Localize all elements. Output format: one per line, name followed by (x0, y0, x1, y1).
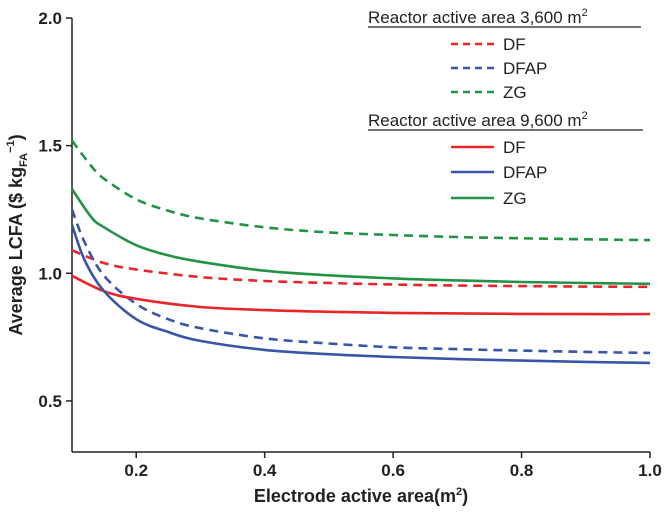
series-line-zg-3600-dashed (70, 139, 651, 242)
legend-heading-9600: Reactor active area 9,600 m2 (368, 110, 588, 130)
y-tick-label: 0.5 (38, 392, 62, 411)
x-tick-label: 0.2 (124, 461, 148, 480)
legend-label-3600-df: DF (503, 35, 526, 54)
y-tick-label: 2.0 (38, 9, 62, 28)
y-axis-ticks: 0.5 1.0 1.5 2.0 (38, 9, 72, 411)
legend-label-3600-dfap: DFAP (503, 59, 547, 78)
legend: Reactor active area 3,600 m2 DF DFAP ZG … (368, 7, 643, 208)
series-line-zg-9600-solid (70, 188, 651, 286)
legend-group-3600: Reactor active area 3,600 m2 DF DFAP ZG (368, 7, 641, 102)
x-tick-label: 0.6 (381, 461, 405, 480)
legend-label-9600-dfap: DFAP (503, 163, 547, 182)
series-layer (70, 139, 651, 365)
legend-label-3600-zg: ZG (503, 83, 527, 102)
series-line-df-3600-dashed (71, 249, 651, 289)
x-tick-label: 0.4 (253, 461, 277, 480)
x-tick-label: 1.0 (638, 461, 662, 480)
series-line-df-9600-solid (71, 274, 651, 316)
series-line-dfap-9600-solid (70, 224, 651, 365)
y-tick-label: 1.0 (38, 264, 62, 283)
y-axis-title: Average LCFA ($ kgFA−1) (5, 134, 30, 335)
legend-group-9600: Reactor active area 9,600 m2 DF DFAP ZG (368, 110, 643, 208)
legend-label-9600-zg: ZG (503, 189, 527, 208)
x-tick-label: 0.8 (510, 461, 534, 480)
y-tick-label: 1.5 (38, 137, 62, 156)
series-line-dfap-3600-dashed (70, 209, 651, 355)
x-axis-title: Electrode active area(m2) (254, 486, 468, 506)
legend-label-9600-df: DF (503, 138, 526, 157)
legend-heading-3600: Reactor active area 3,600 m2 (368, 7, 588, 27)
x-axis-ticks: 0.2 0.4 0.6 0.8 1.0 (124, 452, 662, 480)
